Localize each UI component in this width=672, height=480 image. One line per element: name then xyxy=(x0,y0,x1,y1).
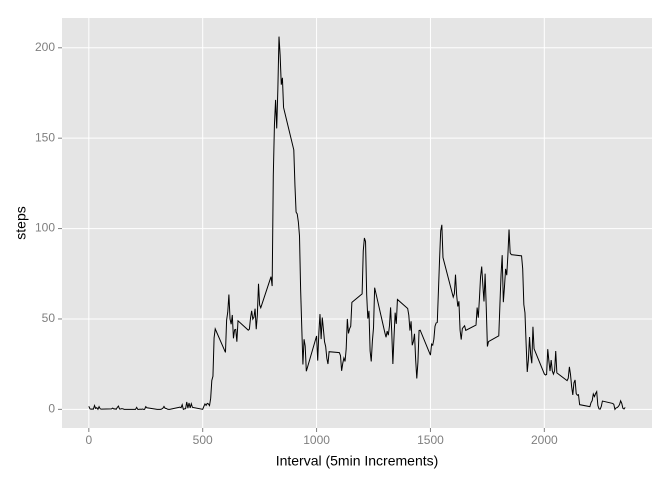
y-tick-label: 150 xyxy=(35,130,55,144)
y-tick-label: 0 xyxy=(48,402,55,416)
data-line xyxy=(88,36,626,411)
y-tick-label: 200 xyxy=(35,40,55,54)
x-tick-label: 0 xyxy=(85,433,92,447)
x-axis-title: Interval (5min Increments) xyxy=(276,453,439,469)
x-tick-label: 1000 xyxy=(303,433,330,447)
x-tick-label: 500 xyxy=(193,433,213,447)
x-tick-label: 1500 xyxy=(417,433,444,447)
x-tick-label: 2000 xyxy=(531,433,558,447)
y-axis-title: steps xyxy=(13,206,29,239)
y-tick-label: 50 xyxy=(42,311,56,325)
plot-panel xyxy=(62,18,652,428)
y-tick-label: 100 xyxy=(35,221,55,235)
